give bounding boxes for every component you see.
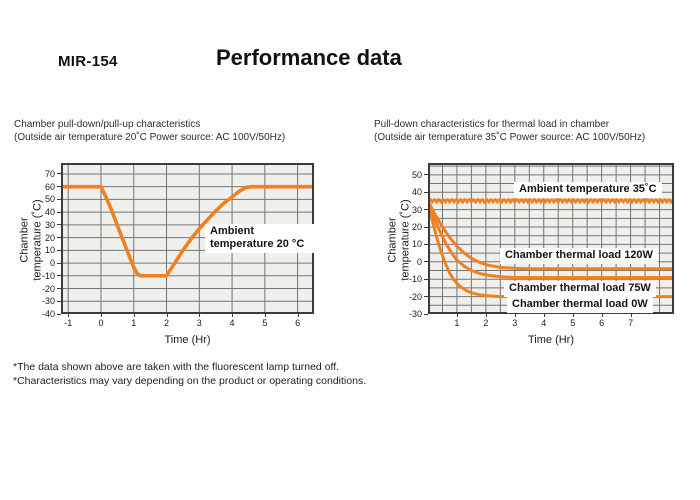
thermal-load-pulldown-chart: Ambient temperature 35˚C Chamber thermal… xyxy=(409,163,674,328)
y-tick-mark xyxy=(424,174,428,176)
y-tick-mark xyxy=(424,191,428,193)
y-tick-label: 30 xyxy=(44,219,55,230)
model-number: MIR-154 xyxy=(58,53,118,70)
y-tick-mark xyxy=(424,243,428,245)
right-x-axis-title: Time (Hr) xyxy=(527,334,575,346)
x-tick-mark xyxy=(166,314,168,317)
right-chart-caption-line2: (Outside air temperature 35˚C Power sour… xyxy=(374,132,646,143)
x-tick-label: 7 xyxy=(628,318,634,328)
x-tick-label: 1 xyxy=(454,318,460,328)
annotation-ambient-20c: Ambient temperature 20 °C xyxy=(205,224,315,253)
x-tick-mark xyxy=(264,314,266,317)
y-tick-mark xyxy=(57,313,61,315)
y-tick-mark xyxy=(424,226,428,228)
x-tick-label: -1 xyxy=(64,318,73,328)
y-tick-mark xyxy=(424,313,428,315)
y-tick-label: 40 xyxy=(411,187,422,198)
y-tick-label: -10 xyxy=(41,270,55,281)
y-tick-label: 20 xyxy=(411,222,422,233)
x-tick-mark xyxy=(572,314,574,317)
x-tick-label: 5 xyxy=(570,318,576,328)
annotation-thermal-load-120w: Chamber thermal load 120W xyxy=(500,248,658,264)
y-tick-mark xyxy=(57,186,61,188)
x-tick-label: 6 xyxy=(295,318,301,328)
y-tick-mark xyxy=(57,288,61,290)
right-chart-caption-line1: Pull-down characteristics for thermal lo… xyxy=(374,119,610,130)
x-tick-mark xyxy=(297,314,299,317)
y-tick-label: 20 xyxy=(44,232,55,243)
y-tick-label: 10 xyxy=(411,239,422,250)
y-tick-mark xyxy=(57,275,61,277)
x-tick-label: 6 xyxy=(599,318,605,328)
x-tick-mark xyxy=(232,314,234,317)
annotation-ambient-35c: Ambient temperature 35˚C xyxy=(514,182,662,198)
y-tick-mark xyxy=(424,261,428,263)
x-tick-label: 3 xyxy=(512,318,518,328)
y-tick-label: 30 xyxy=(411,204,422,215)
footnote-line1: *The data shown above are taken with the… xyxy=(13,361,340,373)
left-chart-caption-line2: (Outside air temperature 20˚C Power sour… xyxy=(14,132,286,143)
y-tick-mark xyxy=(57,198,61,200)
y-tick-label: -40 xyxy=(41,309,55,319)
x-tick-label: 0 xyxy=(98,318,104,328)
x-tick-mark xyxy=(514,314,516,317)
y-tick-mark xyxy=(57,224,61,226)
x-tick-mark xyxy=(543,314,545,317)
y-tick-label: 50 xyxy=(411,169,422,180)
y-tick-label: 0 xyxy=(416,256,422,267)
y-tick-mark xyxy=(424,278,428,280)
x-tick-label: 2 xyxy=(483,318,489,328)
left-chart-caption-line1: Chamber pull-down/pull-up characteristic… xyxy=(14,119,201,130)
y-tick-mark xyxy=(57,211,61,213)
footnotes: *The data shown above are taken with the… xyxy=(13,361,366,388)
x-tick-mark xyxy=(133,314,135,317)
x-tick-mark xyxy=(630,314,632,317)
y-tick-label: 40 xyxy=(44,207,55,218)
x-tick-label: 4 xyxy=(541,318,547,328)
y-tick-mark xyxy=(424,209,428,211)
x-tick-label: 2 xyxy=(164,318,170,328)
x-tick-mark xyxy=(68,314,70,317)
y-tick-label: 60 xyxy=(44,181,55,192)
annotation-thermal-load-75w: Chamber thermal load 75W xyxy=(504,281,656,297)
x-tick-label: 3 xyxy=(196,318,202,328)
y-tick-label: 10 xyxy=(44,245,55,256)
x-tick-mark xyxy=(100,314,102,317)
chamber-pulldown-pullup-chart: Ambient temperature 20 °C -1 0 1 2 3 4 5 6 70 60 5… xyxy=(42,163,315,328)
y-tick-label: -30 xyxy=(408,309,422,319)
y-tick-label: -20 xyxy=(408,291,422,302)
left-x-axis-title: Time (Hr) xyxy=(164,334,211,346)
right-chart-caption: Pull-down characteristics for thermal lo… xyxy=(374,118,645,144)
page-title: Performance data xyxy=(216,45,402,70)
y-tick-label: -10 xyxy=(408,274,422,285)
y-tick-mark xyxy=(424,296,428,298)
y-tick-mark xyxy=(57,300,61,302)
x-tick-label: 4 xyxy=(229,318,235,328)
y-tick-mark xyxy=(57,249,61,251)
y-tick-label: 70 xyxy=(44,168,55,179)
y-tick-label: -30 xyxy=(41,296,55,307)
annotation-thermal-load-0w: Chamber thermal load 0W xyxy=(507,297,653,313)
y-tick-label: 50 xyxy=(44,194,55,205)
left-chart-caption: Chamber pull-down/pull-up characteristic… xyxy=(14,118,285,144)
x-tick-mark xyxy=(456,314,458,317)
footnote-line2: *Characteristics may vary depending on t… xyxy=(13,374,367,387)
x-tick-label: 5 xyxy=(262,318,268,328)
y-tick-mark xyxy=(57,237,61,239)
x-tick-label: 1 xyxy=(131,318,137,328)
x-tick-mark xyxy=(199,314,201,317)
x-tick-mark xyxy=(485,314,487,317)
y-tick-label: -20 xyxy=(41,283,55,294)
y-tick-label: 0 xyxy=(49,258,55,269)
x-tick-mark xyxy=(601,314,603,317)
y-tick-mark xyxy=(57,262,61,264)
y-tick-mark xyxy=(57,173,61,175)
